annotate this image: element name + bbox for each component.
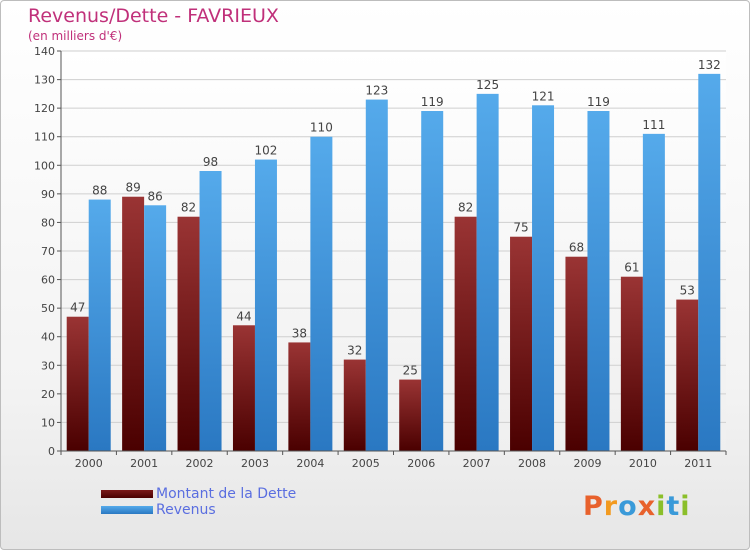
y-tick-label: 10 xyxy=(41,416,55,429)
x-tick-label: 2007 xyxy=(463,457,491,470)
logo-letter: i xyxy=(656,491,667,522)
bar-debt xyxy=(177,216,200,451)
y-tick-label: 100 xyxy=(34,159,55,172)
legend-item-revenue: Revenus xyxy=(101,502,296,518)
bar-revenue xyxy=(587,111,610,451)
data-label-debt: 47 xyxy=(70,301,85,315)
bar-debt xyxy=(399,379,422,451)
y-tick-label: 30 xyxy=(41,359,55,372)
x-tick-label: 2008 xyxy=(518,457,546,470)
y-tick-label: 20 xyxy=(41,388,55,401)
y-tick-label: 110 xyxy=(34,131,55,144)
data-label-debt: 38 xyxy=(292,326,307,340)
data-label-revenue: 88 xyxy=(92,184,107,198)
data-label-revenue: 125 xyxy=(476,78,499,92)
x-tick-label: 2002 xyxy=(186,457,214,470)
data-label-debt: 82 xyxy=(181,201,196,215)
chart-title: Revenus/Dette - FAVRIEUX xyxy=(28,5,279,27)
data-label-debt: 61 xyxy=(624,261,639,275)
x-tick-label: 2006 xyxy=(407,457,435,470)
x-tick-label: 2009 xyxy=(573,457,601,470)
data-label-debt: 53 xyxy=(680,284,695,298)
x-tick-label: 2005 xyxy=(352,457,380,470)
y-tick-label: 50 xyxy=(41,302,55,315)
logo-letter: x xyxy=(637,491,657,522)
bar-debt xyxy=(288,342,311,451)
y-tick-label: 140 xyxy=(34,45,55,58)
x-tick-label: 2010 xyxy=(629,457,657,470)
data-label-debt: 32 xyxy=(347,344,362,358)
y-tick-label: 130 xyxy=(34,74,55,87)
data-label-debt: 75 xyxy=(513,221,528,235)
bar-debt xyxy=(66,316,89,451)
data-label-revenue: 119 xyxy=(421,95,444,109)
y-tick-label: 60 xyxy=(41,274,55,287)
data-label-revenue: 111 xyxy=(642,118,665,132)
data-label-debt: 68 xyxy=(569,241,584,255)
bar-revenue xyxy=(254,159,277,452)
legend-label-revenue: Revenus xyxy=(156,502,216,518)
data-label-debt: 44 xyxy=(236,309,251,323)
bar-revenue xyxy=(421,111,444,451)
x-tick-label: 2001 xyxy=(130,457,158,470)
logo-letter: r xyxy=(603,491,619,522)
y-tick-label: 80 xyxy=(41,216,55,229)
bar-debt xyxy=(510,236,533,451)
data-label-revenue: 86 xyxy=(147,189,162,203)
y-tick-label: 40 xyxy=(41,331,55,344)
bar-revenue xyxy=(88,199,111,451)
bar-debt xyxy=(232,325,255,451)
bar-debt xyxy=(620,276,643,451)
bar-revenue xyxy=(199,171,222,451)
brand-logo: Proxiti xyxy=(583,491,691,522)
bar-revenue xyxy=(642,133,665,451)
y-tick-label: 0 xyxy=(48,445,55,458)
bar-debt xyxy=(454,216,477,451)
logo-letter: t xyxy=(666,491,681,522)
x-tick-label: 2003 xyxy=(241,457,269,470)
bar-debt xyxy=(676,299,699,451)
x-tick-label: 2004 xyxy=(296,457,324,470)
data-label-debt: 89 xyxy=(125,181,140,195)
data-label-revenue: 123 xyxy=(365,84,388,98)
data-label-revenue: 98 xyxy=(203,155,218,169)
logo-letter: o xyxy=(618,491,638,522)
y-tick-label: 90 xyxy=(41,188,55,201)
bar-revenue xyxy=(365,99,388,452)
x-tick-label: 2000 xyxy=(75,457,103,470)
data-label-revenue: 119 xyxy=(587,95,610,109)
legend-label-debt: Montant de la Dette xyxy=(156,486,297,502)
data-label-revenue: 121 xyxy=(532,89,555,103)
bar-debt xyxy=(565,256,588,451)
logo-letter: P xyxy=(583,491,604,522)
legend-item-debt: Montant de la Dette xyxy=(101,486,296,502)
y-tick-label: 120 xyxy=(34,102,55,115)
chart-subtitle: (en milliers d'€) xyxy=(28,29,123,43)
x-tick-label: 2011 xyxy=(684,457,712,470)
y-tick-label: 70 xyxy=(41,245,55,258)
bar-revenue xyxy=(476,93,499,451)
legend: Montant de la Dette Revenus xyxy=(101,486,296,518)
bar-revenue xyxy=(144,205,167,451)
bar-revenue xyxy=(310,136,333,451)
legend-swatch-debt xyxy=(101,490,153,498)
bar-revenue xyxy=(532,105,555,452)
data-label-revenue: 102 xyxy=(255,144,278,158)
bar-revenue xyxy=(698,73,721,451)
data-label-revenue: 132 xyxy=(698,58,721,72)
bar-debt xyxy=(122,196,145,451)
data-label-revenue: 110 xyxy=(310,121,333,135)
data-label-debt: 82 xyxy=(458,201,473,215)
legend-swatch-revenue xyxy=(101,506,153,514)
bar-debt xyxy=(343,359,366,451)
logo-letter: i xyxy=(680,491,691,522)
data-label-debt: 25 xyxy=(403,364,418,378)
